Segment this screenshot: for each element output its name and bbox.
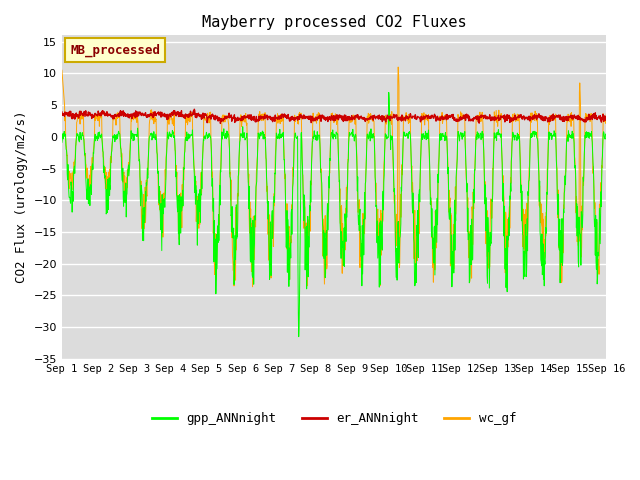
Y-axis label: CO2 Flux (urology/m2/s): CO2 Flux (urology/m2/s) xyxy=(15,111,28,283)
Title: Mayberry processed CO2 Fluxes: Mayberry processed CO2 Fluxes xyxy=(202,15,467,30)
Text: MB_processed: MB_processed xyxy=(70,43,160,57)
Legend: gpp_ANNnight, er_ANNnight, wc_gf: gpp_ANNnight, er_ANNnight, wc_gf xyxy=(147,407,522,430)
